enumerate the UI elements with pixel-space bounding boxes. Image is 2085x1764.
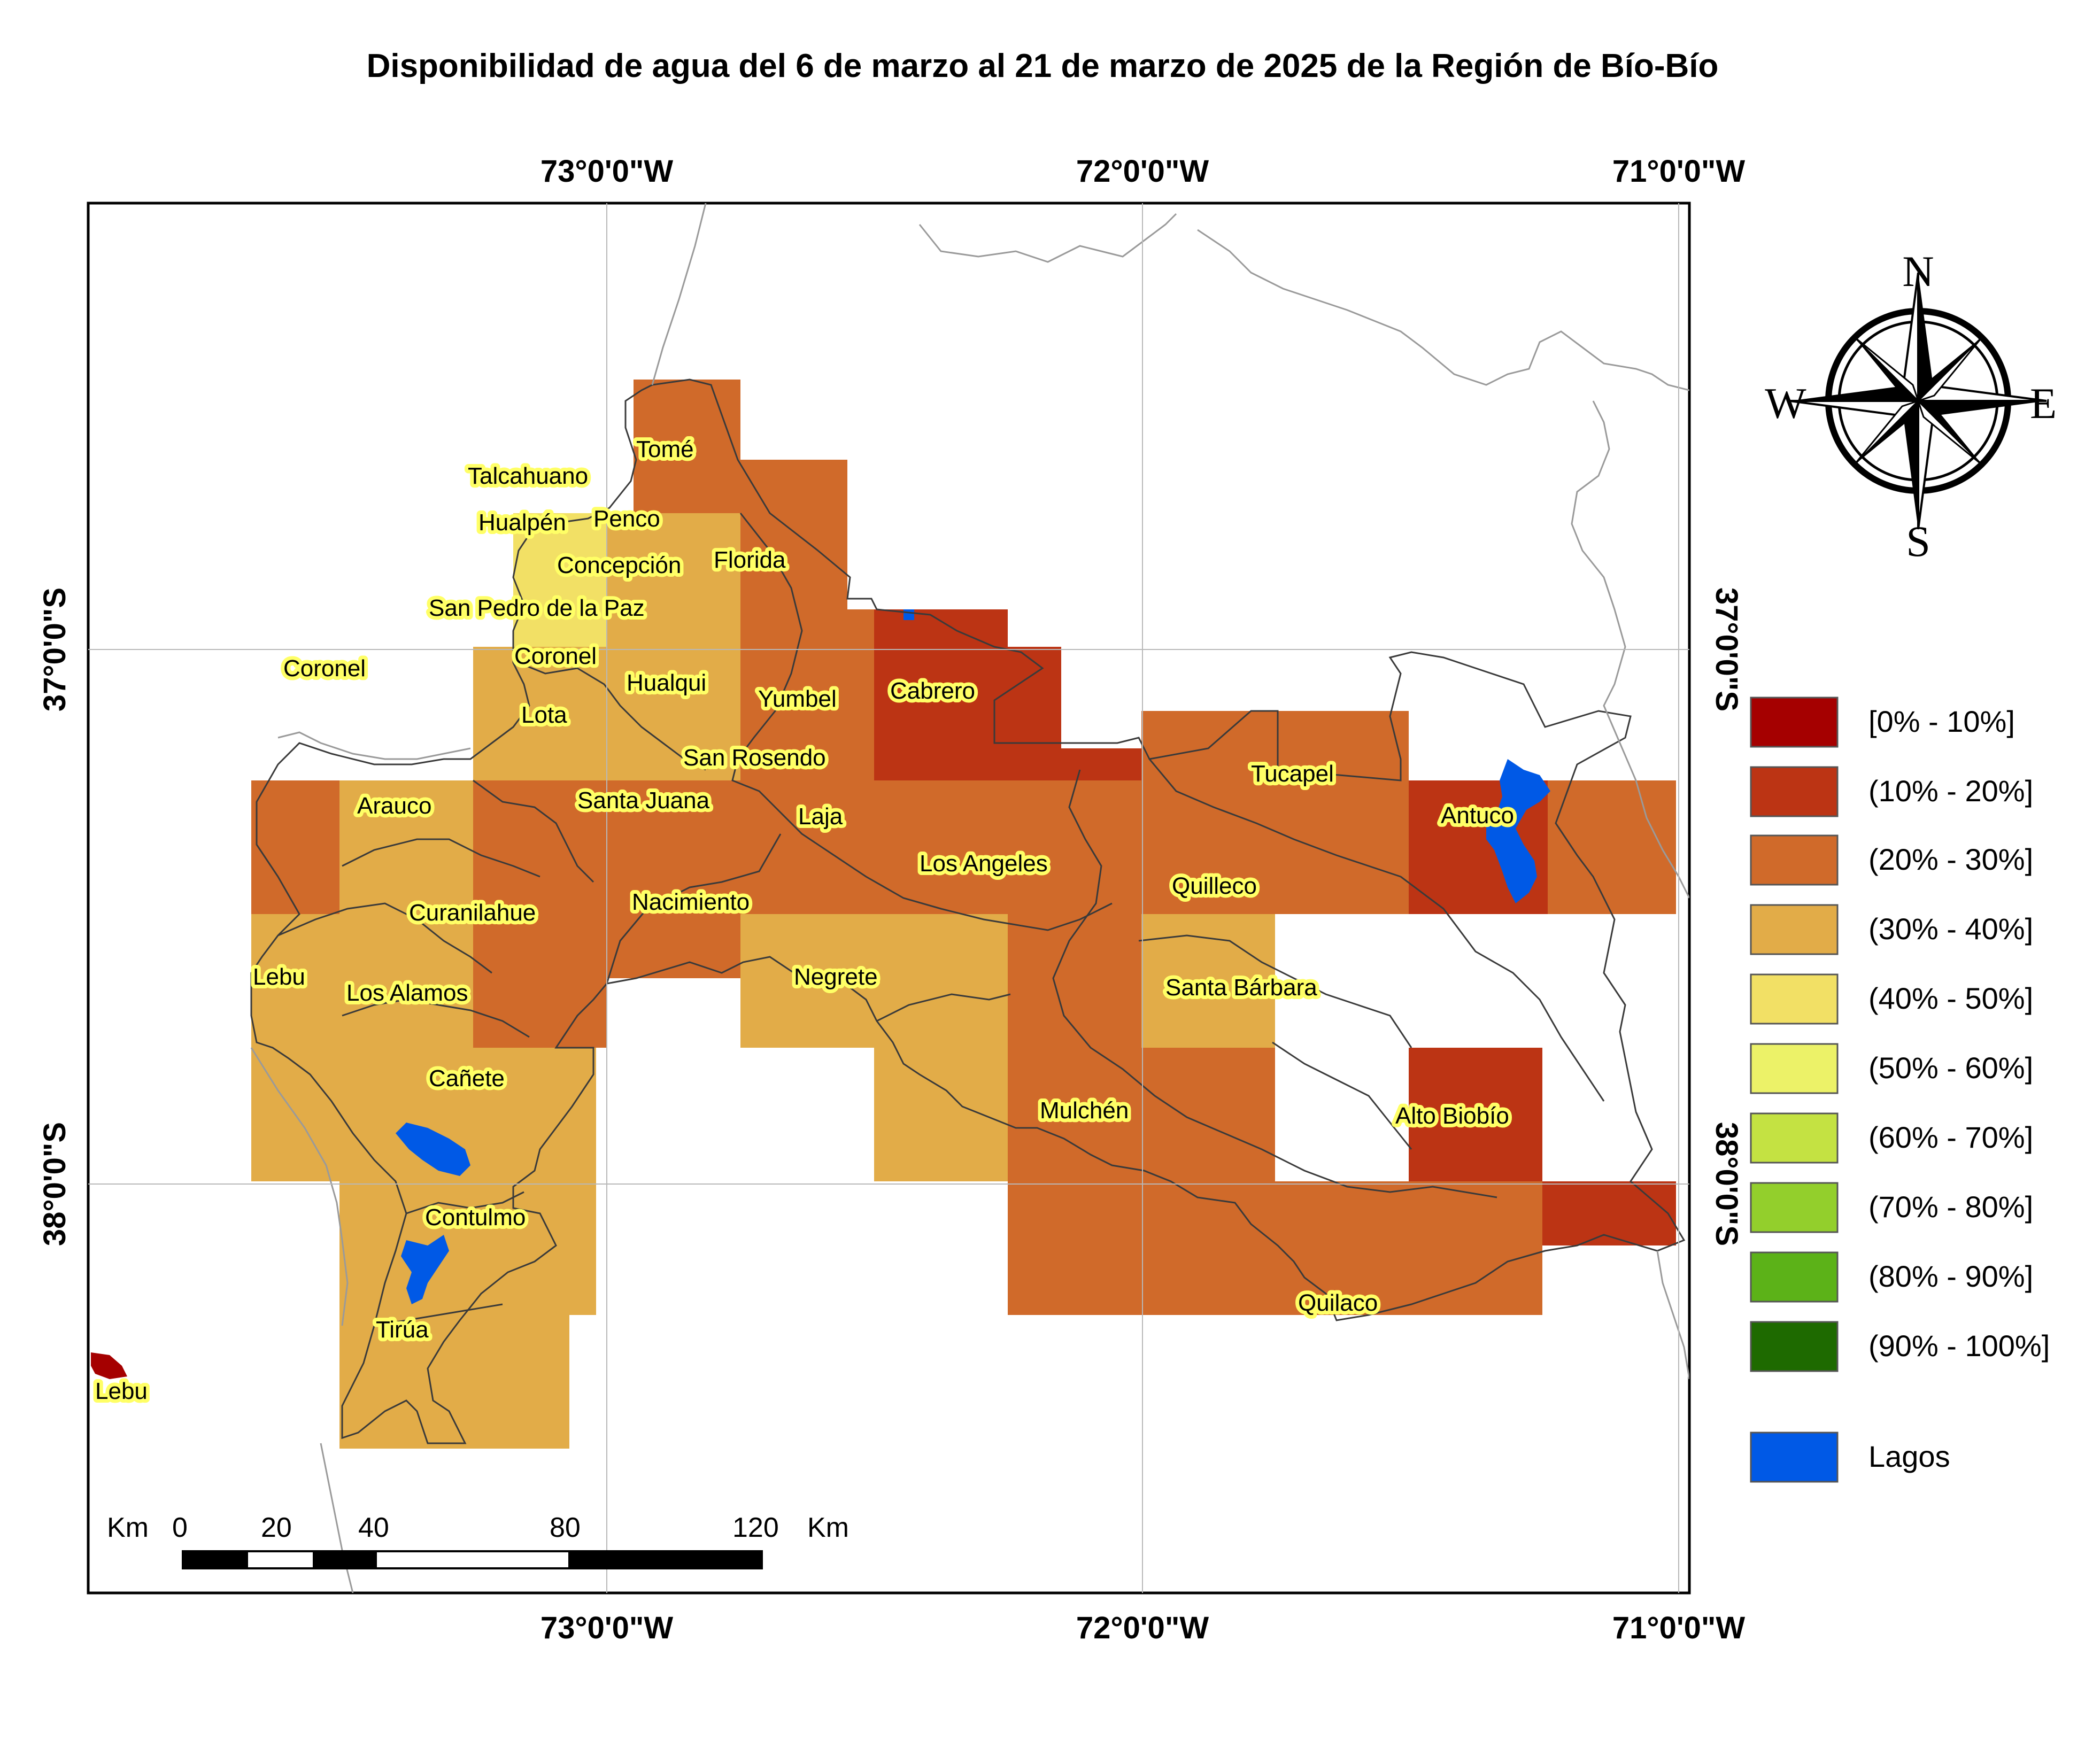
place-label: Curanilahue xyxy=(409,900,536,926)
legend-label: (60% - 70%] xyxy=(1868,1120,2033,1154)
scale-tick: 120 xyxy=(732,1512,779,1543)
lat-label-left: 38°0'0"S xyxy=(37,1122,72,1246)
place-label: Yumbel xyxy=(758,686,837,712)
compass-south: S xyxy=(1906,517,1930,566)
legend-swatch xyxy=(1750,904,1839,955)
legend-label: (40% - 50%] xyxy=(1868,981,2033,1015)
place-label: Talcahuano xyxy=(468,463,588,489)
legend: [0% - 10%] (10% - 20%] (20% - 30%] (30% - 4… xyxy=(1750,697,2050,1483)
compass-west: W xyxy=(1765,379,1806,428)
place-label: Los Angeles xyxy=(920,850,1048,877)
place-label: Los Alamos xyxy=(346,980,468,1006)
place-label: Hualqui xyxy=(627,670,706,696)
legend-swatch xyxy=(1750,1251,1839,1303)
place-label: Cabrero xyxy=(890,678,975,704)
lon-label-bottom: 71°0'0"W xyxy=(1612,1611,1746,1645)
legend-swatch xyxy=(1750,834,1839,886)
place-label: Alto Biobío xyxy=(1395,1103,1509,1129)
place-label: Lebu xyxy=(95,1378,148,1404)
scale-bar: Km 0 20 40 80 120 Km xyxy=(107,1512,849,1569)
legend-swatch xyxy=(1750,1043,1839,1094)
legend-label: (50% - 60%] xyxy=(1868,1051,2033,1085)
place-label: Santa Bárbara xyxy=(1165,974,1317,1001)
legend-swatch xyxy=(1750,766,1839,817)
scale-tick: 40 xyxy=(358,1512,389,1543)
place-label: Negrete xyxy=(794,964,878,990)
place-label: San Pedro de la Paz xyxy=(429,595,645,621)
lon-label-bottom: 72°0'0"W xyxy=(1076,1611,1209,1645)
place-label: Mulchén xyxy=(1040,1097,1129,1124)
lat-label-left: 37°0'0"S xyxy=(37,587,72,711)
place-label: Tucapel xyxy=(1251,761,1334,787)
outer-border xyxy=(250,203,1689,1593)
lon-label-top: 72°0'0"W xyxy=(1076,154,1209,189)
place-label: Quilaco xyxy=(1298,1290,1378,1316)
place-label: Penco xyxy=(593,506,660,532)
compass-east: E xyxy=(2030,379,2057,428)
place-label: Nacimiento xyxy=(632,889,750,915)
scale-tick: 0 xyxy=(172,1512,188,1543)
graticule xyxy=(88,203,1689,1593)
place-label: Tomé xyxy=(636,436,694,462)
place-label: Concepción xyxy=(557,552,681,578)
legend-label: (90% - 100%] xyxy=(1868,1329,2050,1363)
scale-tick: 80 xyxy=(550,1512,581,1543)
legend-label: (20% - 30%] xyxy=(1868,842,2033,876)
scale-unit-left: Km xyxy=(107,1512,149,1543)
map-content: Tomé Talcahuano Hualpén Penco Florida Co… xyxy=(88,203,1689,1593)
legend-swatch xyxy=(1750,1432,1839,1483)
place-label: Coronel xyxy=(283,655,366,682)
place-label: San Rosendo xyxy=(683,745,826,771)
place-label: Antuco xyxy=(1441,802,1514,829)
legend-swatch xyxy=(1750,1112,1839,1164)
legend-label: Lagos xyxy=(1868,1440,1950,1473)
lon-label-bottom: 73°0'0"W xyxy=(540,1611,674,1645)
scale-tick: 20 xyxy=(261,1512,292,1543)
place-labels: Tomé Talcahuano Hualpén Penco Florida Co… xyxy=(91,432,1518,1408)
legend-swatch xyxy=(1750,973,1839,1025)
lat-label-right: 37°0'0"S xyxy=(1709,587,1744,711)
lat-label-right: 38°0'0"S xyxy=(1709,1122,1744,1246)
legend-label: (70% - 80%] xyxy=(1868,1190,2033,1224)
place-label: Cañete xyxy=(429,1065,505,1092)
lon-label-top: 73°0'0"W xyxy=(540,154,674,189)
legend-label: (10% - 20%] xyxy=(1868,774,2033,808)
place-label: Laja xyxy=(798,803,843,830)
legend-swatch xyxy=(1750,1182,1839,1233)
map-title: Disponibilidad de agua del 6 de marzo al… xyxy=(366,48,1719,84)
legend-label: (30% - 40%] xyxy=(1868,912,2033,946)
place-label: Santa Juana xyxy=(577,787,710,814)
legend-swatch xyxy=(1750,697,1839,748)
place-label: Coronel xyxy=(514,643,597,669)
place-label: Quilleco xyxy=(1172,873,1257,899)
place-label: Lebu xyxy=(253,964,305,990)
place-label: Arauco xyxy=(357,793,431,819)
compass-rose-icon xyxy=(1789,272,2047,530)
legend-label: [0% - 10%] xyxy=(1868,705,2015,738)
place-label: Florida xyxy=(714,547,786,573)
lon-label-top: 71°0'0"W xyxy=(1612,154,1746,189)
legend-label: (80% - 90%] xyxy=(1868,1259,2033,1293)
place-label: Tirúa xyxy=(376,1317,429,1343)
place-label: Hualpén xyxy=(478,509,566,536)
place-label: Contulmo xyxy=(425,1204,526,1231)
legend-swatch xyxy=(1750,1321,1839,1372)
place-label: Lota xyxy=(521,702,567,728)
scale-unit-right: Km xyxy=(807,1512,849,1543)
boundaries xyxy=(250,378,1686,1444)
compass-north: N xyxy=(1902,247,1934,296)
